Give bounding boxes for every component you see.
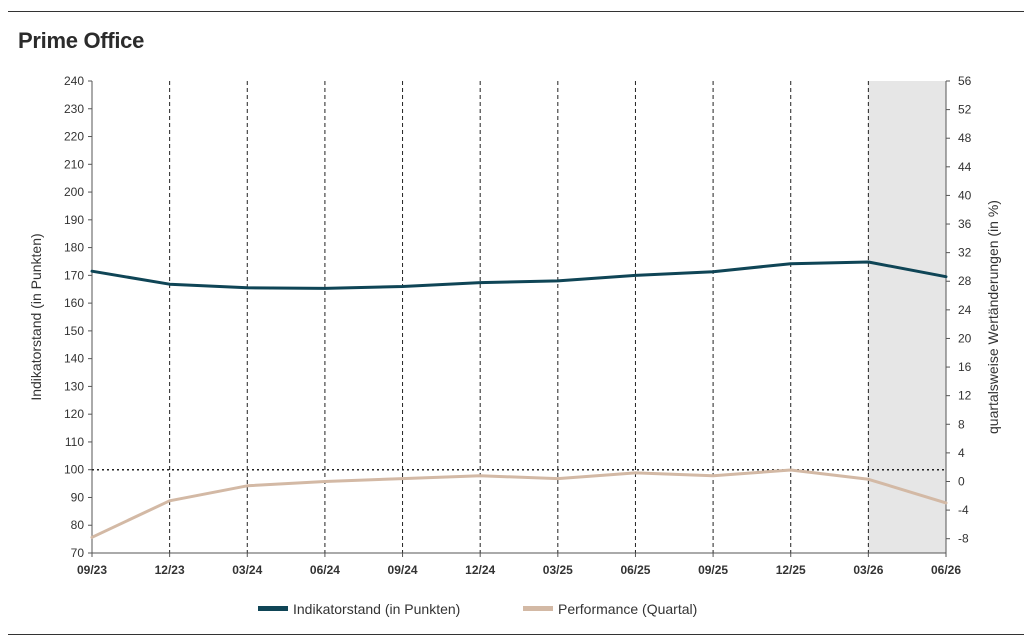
right-axis-tick-label: -4 [958,503,969,517]
series-line [90,468,948,539]
x-axis-tick-label: 06/26 [931,563,961,577]
right-axis-tick-label: 40 [958,188,972,202]
right-axis-tick-label: -8 [958,532,969,546]
right-axis-tick-label: 56 [958,74,972,88]
left-axis-tick-label: 220 [64,130,84,144]
legend-label: Performance (Quartal) [558,601,697,617]
right-axis-tick-label: 36 [958,217,972,231]
right-axis-tick-label: 24 [958,303,972,317]
legend-swatch [523,606,553,611]
x-axis-tick-label: 03/24 [232,563,262,577]
x-axis-tick-label: 03/26 [853,563,883,577]
legend-swatch [258,606,288,611]
x-axis-tick-label: 09/24 [388,563,418,577]
left-axis-tick-label: 80 [71,518,85,532]
left-axis-tick-label: 70 [71,546,85,560]
right-axis-tick-label: 20 [958,331,972,345]
left-axis-tick-label: 180 [64,241,84,255]
right-axis-tick-label: 0 [958,474,965,488]
left-axis-tick-label: 150 [64,324,84,338]
left-axis-tick-label: 90 [71,490,85,504]
left-axis-tick-label: 110 [65,435,84,449]
x-axis-tick-label: 09/23 [77,563,107,577]
right-axis-tick-label: 48 [958,131,972,145]
right-axis-tick-label: 28 [958,274,972,288]
right-axis-tick-label: 12 [958,389,972,403]
right-axis-tick-label: 16 [958,360,972,374]
chart-title: Prime Office [18,28,145,53]
left-axis-tick-label: 160 [64,296,84,310]
left-axis-tick-label: 100 [64,463,84,477]
left-axis-tick-label: 130 [64,379,84,393]
x-axis-tick-label: 12/23 [155,563,185,577]
left-axis-tick-label: 190 [64,213,84,227]
x-axis-tick-label: 03/25 [543,563,573,577]
left-axis-tick-label: 120 [64,407,84,421]
x-axis-tick-label: 06/25 [620,563,650,577]
left-axis-tick-label: 240 [64,74,84,88]
left-axis-tick-label: 170 [64,268,84,282]
x-axis-tick-label: 06/24 [310,563,340,577]
x-axis-tick-label: 12/24 [465,563,495,577]
x-axis-tick-label: 09/25 [698,563,728,577]
series-line [90,260,948,290]
legend-label: Indikatorstand (in Punkten) [293,601,460,617]
left-axis-tick-label: 230 [64,102,84,116]
right-axis-tick-label: 52 [958,103,972,117]
left-axis-tick-label: 200 [64,185,84,199]
left-axis-tick-label: 140 [64,352,84,366]
right-axis-tick-label: 32 [958,246,972,260]
right-axis-tick-label: 44 [958,160,972,174]
right-axis-tick-label: 8 [958,417,965,431]
left-axis-title: Indikatorstand (in Punkten) [28,233,44,400]
right-axis-tick-label: 4 [958,446,965,460]
right-axis-title: quartalsweise Wertänderungen (in %) [985,200,1001,434]
forecast-shading [868,81,946,553]
x-axis-tick-label: 12/25 [776,563,806,577]
bottom-rule [8,634,1024,635]
top-rule [8,11,1024,12]
left-axis-tick-label: 210 [64,157,84,171]
